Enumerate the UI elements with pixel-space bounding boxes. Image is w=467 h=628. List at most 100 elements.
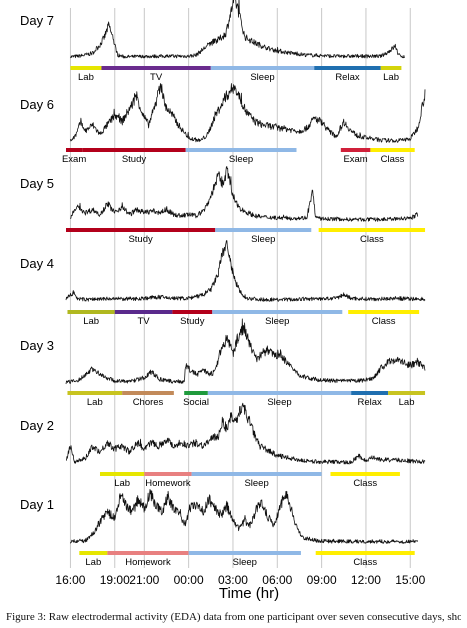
activity-bar	[340, 148, 371, 152]
day-panel: Day 7 Lab TV Sleep Relax Lab	[20, 0, 405, 83]
activity-bar	[66, 148, 83, 152]
x-tick-label: 06:00	[262, 573, 292, 587]
activity-bar	[191, 472, 322, 476]
day-label: Day 7	[20, 13, 54, 28]
activity-bar	[314, 66, 381, 70]
day-label: Day 1	[20, 497, 54, 512]
activity-label: Chores	[133, 397, 164, 408]
activity-bar	[114, 310, 173, 314]
activity-label: Class	[353, 478, 377, 489]
day-panel: Day 3 Lab Chores Social Sleep Relax Lab	[20, 318, 426, 408]
activity-bar	[67, 310, 115, 314]
day-panel: Day 1 Lab Homework Sleep Class	[20, 489, 419, 568]
activity-label: Homework	[125, 557, 171, 568]
eda-trace	[65, 318, 426, 385]
activity-label: Class	[353, 557, 377, 568]
activity-bar	[207, 391, 352, 395]
x-tick-label: 12:00	[351, 573, 381, 587]
activity-bar	[144, 472, 192, 476]
activity-label: Study	[128, 234, 153, 245]
activity-label: Sleep	[233, 557, 257, 568]
activity-bar	[330, 472, 400, 476]
eda-trace	[70, 166, 419, 222]
activity-label: Class	[360, 234, 384, 245]
x-tick-label: 09:00	[307, 573, 337, 587]
activity-label: TV	[150, 72, 163, 83]
x-tick-label: 03:00	[218, 573, 248, 587]
activity-label: Sleep	[265, 316, 289, 327]
activity-bar	[172, 310, 213, 314]
activity-label: Sleep	[244, 478, 268, 489]
activity-bar	[185, 148, 297, 152]
x-tick-label: 00:00	[174, 573, 204, 587]
activity-bar	[380, 66, 402, 70]
activity-bar	[215, 228, 312, 232]
activity-label: Lab	[87, 397, 103, 408]
day-panel: Day 2 Lab Homework Sleep Class	[20, 402, 426, 489]
day-label: Day 2	[20, 418, 54, 433]
day-label: Day 6	[20, 97, 54, 112]
activity-bar	[184, 391, 208, 395]
day-panels: Day 7 Lab TV Sleep Relax Lab Day 6 Exam Study Sle…	[20, 0, 426, 568]
eda-trace	[70, 83, 426, 143]
activity-label: Sleep	[229, 154, 253, 165]
activity-bar	[79, 551, 108, 555]
activity-label: Social	[183, 397, 209, 408]
activity-label: Sleep	[251, 234, 275, 245]
activity-label: Relax	[335, 72, 360, 83]
activity-bar	[210, 66, 315, 70]
x-axis-label: Time (hr)	[219, 585, 279, 602]
x-tick-label: 15:00	[395, 573, 425, 587]
day-panel: Day 6 Exam Study Sleep Exam Class	[20, 83, 426, 165]
activity-label: Sleep	[250, 72, 274, 83]
activity-bar	[82, 148, 186, 152]
eda-trace	[66, 402, 426, 465]
figure-caption: Figure 3: Raw electrodermal activity (ED…	[6, 611, 461, 623]
x-tick-label: 19:00	[100, 573, 130, 587]
activity-label: Relax	[357, 397, 382, 408]
activity-label: Lab	[114, 478, 130, 489]
activity-label: Class	[381, 154, 405, 165]
eda-trace	[70, 0, 405, 59]
activity-bar	[107, 551, 189, 555]
activity-label: Study	[180, 316, 205, 327]
activity-bar	[318, 228, 426, 232]
activity-bar	[122, 391, 174, 395]
day-label: Day 5	[20, 176, 54, 191]
activity-bar	[348, 310, 420, 314]
activity-bar	[188, 551, 301, 555]
activity-bar	[101, 66, 211, 70]
eda-trace	[65, 240, 426, 302]
activity-label: Exam	[62, 154, 86, 165]
activity-bar	[388, 391, 426, 395]
activity-label: Lab	[383, 72, 399, 83]
activity-bar	[67, 391, 123, 395]
day-panel: Day 5 Study Sleep Class	[20, 166, 426, 245]
activity-bar	[99, 472, 145, 476]
day-label: Day 4	[20, 256, 54, 271]
eda-trace	[70, 489, 419, 544]
activity-bar	[70, 66, 102, 70]
activity-label: Homework	[145, 478, 191, 489]
activity-label: Lab	[399, 397, 415, 408]
x-tick-label: 21:00	[129, 573, 159, 587]
day-label: Day 3	[20, 338, 54, 353]
activity-label: Sleep	[267, 397, 291, 408]
activity-label: Lab	[83, 316, 99, 327]
activity-bar	[212, 310, 343, 314]
activity-label: Exam	[343, 154, 367, 165]
activity-label: Class	[372, 316, 396, 327]
activity-label: Lab	[85, 557, 101, 568]
activity-label: Study	[122, 154, 147, 165]
gridlines	[69, 8, 411, 568]
activity-bar	[370, 148, 415, 152]
activity-bar	[315, 551, 415, 555]
activity-label: TV	[138, 316, 151, 327]
activity-label: Lab	[78, 72, 94, 83]
x-tick-label: 16:00	[55, 573, 85, 587]
x-axis: 16:00 19:00 21:00 00:00 03:00 06:00 09:00 12:00…	[55, 573, 425, 587]
day-panel: Day 4 Lab TV Study Sleep Class	[20, 240, 426, 327]
activity-bar	[66, 228, 216, 232]
activity-bar	[351, 391, 389, 395]
